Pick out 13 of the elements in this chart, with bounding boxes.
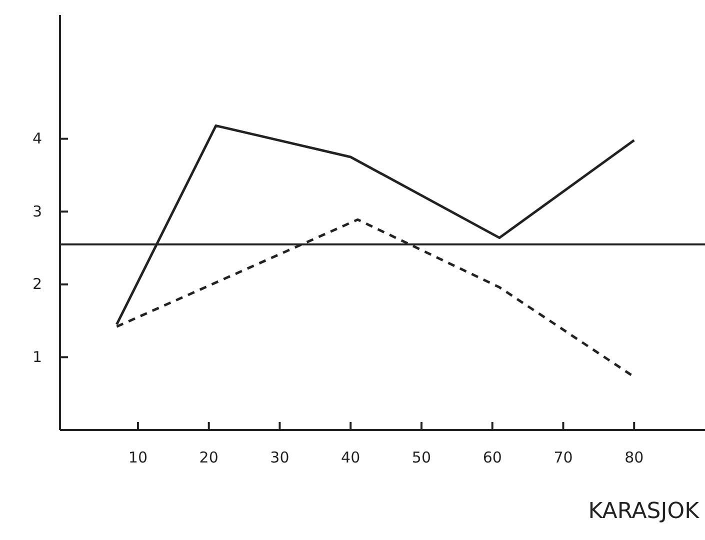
y-tick-label: 2 — [32, 275, 42, 294]
x-tick-label: 40 — [341, 448, 360, 467]
x-tick-label: 50 — [412, 448, 432, 467]
x-tick-label: 30 — [270, 448, 290, 467]
y-tick-label: 3 — [32, 202, 42, 220]
y-tick-label: 4 — [32, 130, 42, 148]
x-tick-label: 80 — [624, 448, 644, 467]
x-tick-label: 20 — [199, 448, 218, 467]
x-tick-label: 60 — [482, 448, 502, 467]
x-axis-title: KARASJOK — [588, 499, 700, 524]
x-tick-label: 10 — [128, 448, 148, 467]
y-tick-label: 1 — [32, 348, 42, 366]
x-tick-label: 70 — [554, 448, 573, 467]
